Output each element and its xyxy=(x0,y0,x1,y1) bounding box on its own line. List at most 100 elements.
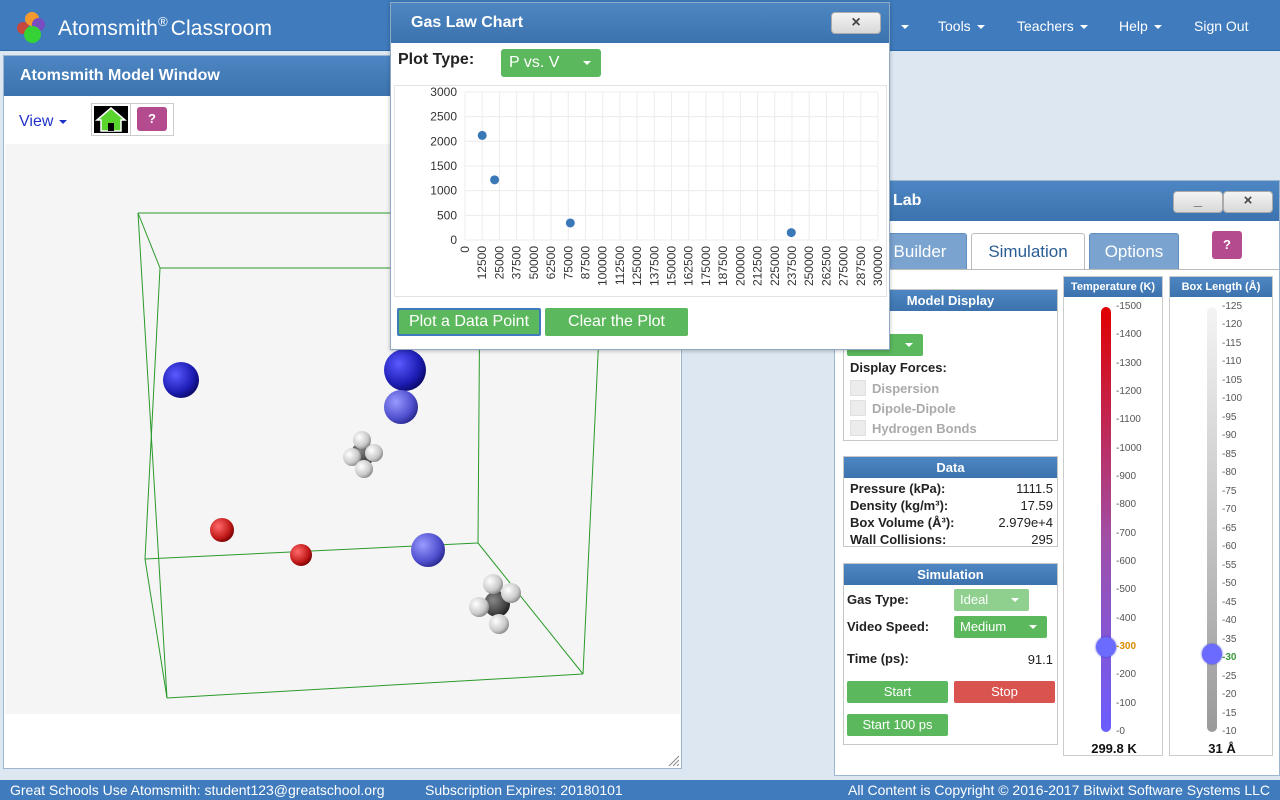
plot-data-point-button[interactable]: Plot a Data Point xyxy=(397,308,541,336)
force-dipole-dipole[interactable]: Dipole-Dipole xyxy=(850,400,956,416)
nav-hidden-menu[interactable] xyxy=(895,0,909,51)
gas-law-chart-dialog: Gas Law Chart × Plot Type: P vs. V 0 500 1… xyxy=(390,2,890,350)
checkbox[interactable] xyxy=(850,420,866,436)
close-button[interactable]: × xyxy=(1223,191,1273,213)
stop-button[interactable]: Stop xyxy=(954,681,1055,703)
y-tick-label: 0 xyxy=(450,233,457,247)
data-point xyxy=(565,218,575,228)
box-length-track[interactable] xyxy=(1207,307,1217,732)
slider-tick-label: -500 xyxy=(1116,584,1137,596)
slider-tick-label: -80 xyxy=(1222,467,1237,479)
atom-red xyxy=(290,544,312,566)
methane-molecule xyxy=(343,431,383,478)
simulation-panel: Simulation Gas Type: Ideal Video Speed: … xyxy=(843,563,1058,745)
slider-tick-label: -1000 xyxy=(1116,442,1142,454)
nav-help-menu[interactable]: Help xyxy=(1119,0,1162,51)
atom-blue xyxy=(384,349,426,391)
x-tick-label: 162500 xyxy=(682,246,696,286)
x-tick-label: 225000 xyxy=(768,246,782,286)
slider-tick-label: -1100 xyxy=(1116,414,1141,426)
slider-tick-label: -40 xyxy=(1222,615,1237,627)
x-tick-label: 275000 xyxy=(837,246,851,286)
x-tick-label: 300000 xyxy=(871,246,885,286)
x-tick-label: 125000 xyxy=(630,246,644,286)
x-tick-label: 262500 xyxy=(819,246,833,286)
temperature-slider-knob[interactable] xyxy=(1096,637,1116,658)
atom-light-blue xyxy=(411,533,445,567)
plot-type-label: Plot Type: xyxy=(398,51,475,68)
x-tick-label: 112500 xyxy=(613,246,627,285)
slider-tick-label: -1400 xyxy=(1116,329,1142,341)
methane-molecule xyxy=(469,574,521,634)
slider-tick-label: -110 xyxy=(1222,356,1242,368)
temperature-track[interactable] xyxy=(1101,307,1111,732)
checkbox[interactable] xyxy=(850,400,866,416)
y-tick-label: 3000 xyxy=(430,86,457,99)
data-row-wall-collisions: Wall Collisions: 295 xyxy=(850,532,1053,547)
nav-sign-out[interactable]: Sign Out xyxy=(1194,18,1249,34)
x-tick-label: 25000 xyxy=(492,246,506,280)
clear-plot-button[interactable]: Clear the Plot xyxy=(545,308,688,336)
slider-tick-label: -85 xyxy=(1222,448,1237,460)
x-tick-label: 62500 xyxy=(544,246,558,280)
slider-tick-label: -200 xyxy=(1116,669,1137,681)
help-icon: ? xyxy=(1212,231,1242,259)
model-help-button[interactable]: ? xyxy=(130,103,174,136)
slider-tick-label: -90 xyxy=(1222,430,1237,442)
slider-tick-label: -0 xyxy=(1116,726,1125,737)
gas-type-label: Gas Type: xyxy=(847,592,909,607)
slider-tick-label: -600 xyxy=(1116,556,1137,567)
start-100ps-button[interactable]: Start 100 ps xyxy=(847,714,948,736)
data-row-box-volume: Box Volume (Å³): 2.979e+4 xyxy=(850,515,1053,530)
slider-tick-label: -25 xyxy=(1222,670,1237,682)
x-tick-label: 50000 xyxy=(527,246,541,280)
slider-tick-label: -1500 xyxy=(1116,301,1142,312)
slider-tick-label: -100 xyxy=(1116,697,1137,709)
view-menu[interactable]: View xyxy=(19,113,68,131)
start-button[interactable]: Start xyxy=(847,681,948,703)
x-tick-label: 150000 xyxy=(665,246,679,286)
simulation-box-render xyxy=(137,212,602,699)
slider-tick-label: -700 xyxy=(1116,527,1137,539)
checkbox[interactable] xyxy=(850,380,866,396)
tab-options[interactable]: Options xyxy=(1089,233,1179,269)
force-hydrogen-bonds[interactable]: Hydrogen Bonds xyxy=(850,420,977,436)
tab-simulation[interactable]: Simulation xyxy=(971,233,1085,269)
x-tick-label: 250000 xyxy=(802,246,816,286)
plot-type-select[interactable]: P vs. V xyxy=(501,49,601,77)
force-dispersion[interactable]: Dispersion xyxy=(850,380,939,396)
home-button[interactable] xyxy=(91,103,131,136)
temperature-readout: 299.8 K xyxy=(1091,741,1137,756)
slider-tick-label: -1300 xyxy=(1116,357,1142,369)
chart-close-button[interactable]: × xyxy=(831,12,881,34)
chart-dialog-title: Gas Law Chart xyxy=(411,14,524,31)
nav-tools-menu[interactable]: Tools xyxy=(938,0,985,51)
x-tick-label: 200000 xyxy=(733,246,747,286)
brand-title: Atomsmith® Classroom xyxy=(58,13,273,40)
temperature-title: Temperature (K) xyxy=(1064,277,1162,297)
slider-tick-label: -70 xyxy=(1222,504,1237,516)
slider-tick-label: -75 xyxy=(1222,485,1237,497)
lab-help-button[interactable]: ? xyxy=(1212,231,1242,259)
footer-subscription: Subscription Expires: 20180101 xyxy=(425,782,623,798)
data-point xyxy=(490,175,500,185)
nav-teachers-menu[interactable]: Teachers xyxy=(1017,0,1088,51)
box-length-slider-knob[interactable] xyxy=(1202,644,1222,665)
x-tick-label: 175000 xyxy=(699,246,713,286)
slider-tick-label: -800 xyxy=(1116,499,1137,511)
y-tick-label: 2500 xyxy=(430,110,457,124)
minimize-button[interactable]: _ xyxy=(1173,191,1223,213)
model-display-title: Model Display xyxy=(844,290,1057,311)
brand[interactable]: Atomsmith® Classroom xyxy=(16,10,272,44)
video-speed-select[interactable]: Medium xyxy=(954,616,1047,638)
slider-tick-label: -45 xyxy=(1222,596,1237,608)
atom-blue xyxy=(163,362,199,398)
resize-grip-icon[interactable] xyxy=(667,754,679,766)
slider-tick-label: -60 xyxy=(1222,541,1237,553)
data-title: Data xyxy=(844,457,1057,478)
close-icon: × xyxy=(851,14,861,31)
slider-tick-label: -120 xyxy=(1222,319,1243,331)
y-tick-label: 1500 xyxy=(430,159,457,173)
gas-type-select[interactable]: Ideal xyxy=(954,589,1029,611)
